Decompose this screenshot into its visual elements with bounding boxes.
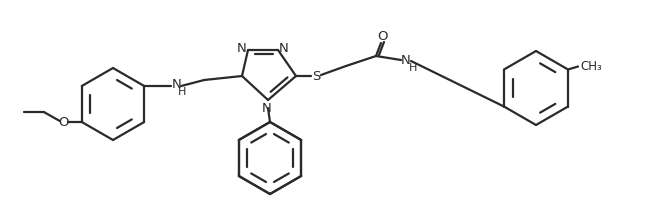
Text: N: N [401, 55, 411, 67]
Text: CH₃: CH₃ [580, 60, 602, 73]
Text: H: H [178, 87, 186, 97]
Text: N: N [279, 42, 289, 55]
Text: S: S [312, 69, 320, 83]
Text: O: O [59, 115, 69, 129]
Text: N: N [172, 78, 181, 92]
Text: H: H [409, 63, 417, 73]
Text: N: N [262, 101, 272, 115]
Text: N: N [237, 42, 247, 55]
Text: O: O [378, 30, 388, 42]
